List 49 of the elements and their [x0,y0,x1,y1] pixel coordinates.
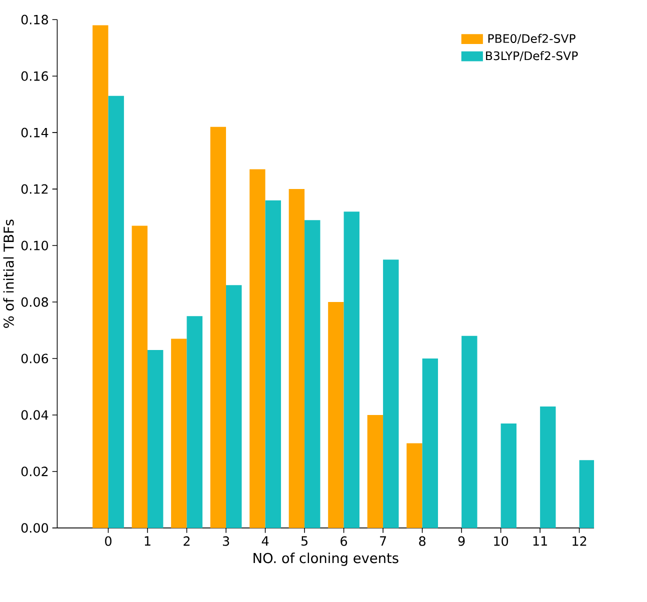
bar [328,302,344,528]
bar [92,25,108,528]
bar [226,285,242,528]
x-tick-label: 9 [458,536,465,546]
bar [186,316,202,528]
bar [500,424,516,528]
bar [462,336,478,528]
x-tick-label: 3 [222,536,230,546]
bar [108,96,124,528]
x-tick-label: 8 [419,536,426,546]
bar [422,358,438,528]
y-tick-label: 0.02 [21,466,48,476]
y-axis-title: % of initial TBFs [3,220,14,328]
x-tick-label: 5 [301,536,308,546]
bar [265,200,281,528]
bar [250,170,266,528]
y-tick-label: 0.14 [21,128,48,138]
x-tick-label: 6 [340,536,348,546]
y-tick-label: 0.06 [21,354,48,364]
x-tick-label: 12 [572,536,586,546]
bar [288,189,305,528]
y-tick-label: 0.04 [21,410,48,420]
x-tick-label: 11 [533,536,547,546]
bar [383,260,399,528]
x-tick-label: 7 [380,536,386,546]
bar [367,415,384,528]
x-axis-title: NO. of cloning events [254,552,398,566]
x-tick-label: 1 [144,536,150,546]
y-tick-label: 0.10 [21,240,48,251]
bar [344,212,360,528]
bar [304,220,320,528]
y-tick-label: 0.08 [21,297,48,308]
x-tick-label: 10 [494,536,508,546]
bar [579,460,594,528]
y-tick-label: 0.12 [21,184,48,194]
y-tick-label: 0.18 [21,15,48,25]
y-tick-label: 0.16 [21,72,48,82]
legend-label: PBE0/Def2-SVP [488,34,576,44]
bar [406,443,422,528]
x-tick-label: 4 [262,536,269,546]
x-tick-label: 2 [184,536,190,546]
legend-label: B3LYP/Def2-SVP [486,51,578,62]
x-tick-label: 0 [105,536,112,546]
y-tick-label: 0.00 [21,523,48,533]
bar [540,406,556,528]
bar [171,338,187,528]
bar [148,350,164,528]
bar [210,127,226,528]
bar [132,226,148,528]
